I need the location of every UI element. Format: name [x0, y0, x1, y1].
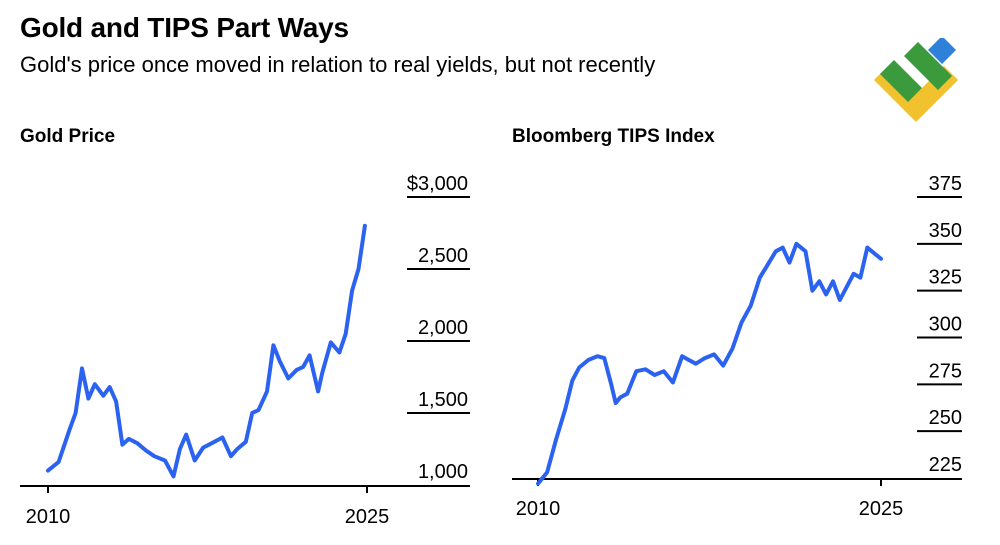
gold-y-tick-label: $3,000 [407, 173, 468, 195]
tips-y-tick-label: 225 [929, 454, 962, 476]
tips-index-panel-title: Bloomberg TIPS Index [512, 126, 715, 147]
gold-y-tick-label: 2,500 [418, 245, 468, 267]
chart-subtitle: Gold's price once moved in relation to r… [20, 52, 656, 77]
gold-price-panel-title: Gold Price [20, 126, 116, 147]
tips-y-tick-label: 350 [929, 220, 962, 242]
gold-series-line [46, 223, 367, 479]
gold-y-tick-label: 1,500 [418, 389, 468, 411]
tips-y-tick-label: 300 [929, 314, 962, 336]
tips-x-tick-label: 2025 [859, 498, 904, 520]
tips-y-tick-label: 250 [929, 407, 962, 429]
gold-y-tick-label: 1,000 [418, 461, 468, 483]
tips-series-line [536, 241, 883, 486]
chart-title: Gold and TIPS Part Ways [20, 12, 349, 43]
tips-y-tick-label: 375 [929, 173, 962, 195]
gold-x-tick-label: 2010 [26, 506, 71, 528]
tips-x-tick-label: 2010 [516, 498, 561, 520]
gold-y-tick-label: 2,000 [418, 317, 468, 339]
brand-logo-icon [870, 36, 962, 135]
gold-x-tick-label: 2025 [345, 506, 390, 528]
tips-y-tick-label: 275 [929, 360, 962, 382]
tips-y-tick-label: 325 [929, 267, 962, 289]
